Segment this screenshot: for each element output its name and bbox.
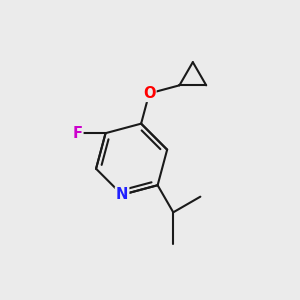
Text: N: N: [116, 187, 128, 202]
Text: F: F: [72, 126, 82, 141]
Text: O: O: [143, 86, 155, 101]
